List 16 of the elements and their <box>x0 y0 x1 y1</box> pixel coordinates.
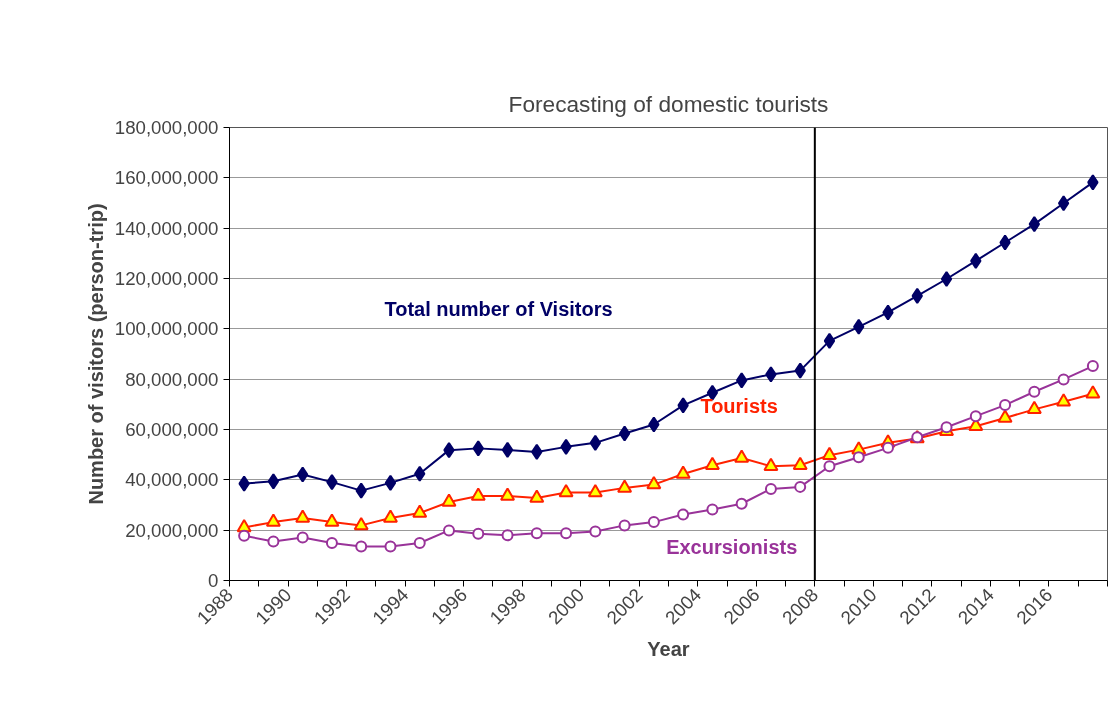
y-tick-label: 120,000,000 <box>114 268 219 289</box>
text: Total number of Visitors <box>384 297 613 320</box>
y-tick-label: 0 <box>208 570 219 591</box>
y-tick-label: 180,000,000 <box>114 117 219 138</box>
text: Tourists <box>700 395 778 418</box>
y-tick-label: 160,000,000 <box>114 167 219 189</box>
y-tick-label: 40,000,000 <box>125 469 219 491</box>
x-axis-title: Year <box>647 638 690 661</box>
series-label: Excursionists <box>666 535 798 558</box>
y-tick-label: 80,000,000 <box>125 368 219 390</box>
y-axis-title: Number of visitors (person-trip) <box>84 203 107 505</box>
y-tick-label: 140,000,000 <box>114 217 219 239</box>
chart-title: Forecasting of domestic tourists <box>508 90 829 117</box>
y-tick-label: 20,000,000 <box>125 519 219 541</box>
y-tick-label: 60,000,000 <box>125 419 219 440</box>
y-tick-label: 100,000,000 <box>114 318 219 340</box>
